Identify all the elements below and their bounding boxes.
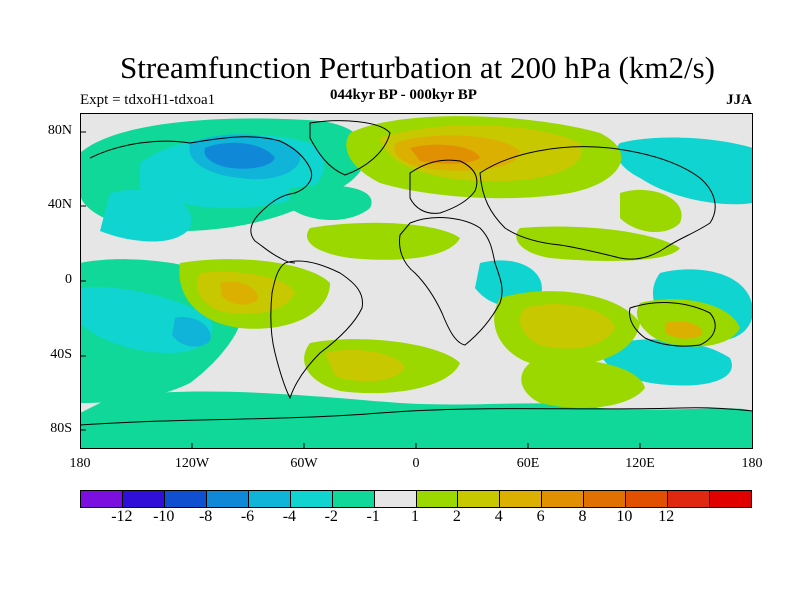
colorbar-label: 2 [452,508,461,525]
chart-subtitle: 044kyr BP - 000kyr BP [330,87,477,103]
colorbar-label: 4 [494,508,503,525]
coast-asia [479,146,716,260]
colorbar-segment [458,491,501,507]
colorbar-segment [500,491,543,507]
x-tick-120e: 120E [625,456,655,471]
colorbar-segment [710,491,751,507]
coast-africa [399,217,503,346]
colorbar-segment [668,491,711,507]
colorbar-label: 10 [616,508,633,525]
colorbar-segment [416,491,459,507]
coast-greenland [309,120,391,176]
colorbar-segment [332,491,375,507]
colorbar-segment [626,491,669,507]
anomaly-east-asia-green [620,189,682,233]
colorbar [80,490,752,508]
colorbar-label: 1 [411,508,419,525]
coast-europe [409,159,478,214]
y-tick-0: 0 [65,272,72,287]
coast-australia [629,302,716,347]
colorbar-segment [248,491,291,507]
anomaly-australia-orange [665,321,703,339]
season-label: JJA [726,92,752,108]
y-tick-80s: 80S [50,421,72,436]
y-tick-40s: 40S [50,347,72,362]
coastlines [80,120,753,426]
coast-antarctica [80,407,753,426]
colorbar-label: -6 [240,508,255,525]
anomaly-australia-cyan [600,339,732,386]
coast-south-america [270,260,364,400]
colorbar-segment [164,491,207,507]
colorbar-segment [206,491,249,507]
x-tick-60w: 60W [290,456,318,471]
anomaly-south-america-orange [220,281,259,305]
anomaly-north-pacific-east [616,137,753,205]
x-tick-0: 0 [412,456,420,471]
colorbar-segment [122,491,165,507]
colorbar-label: 8 [578,508,587,525]
colorbar-label: -4 [282,508,297,525]
colorbar-label: -2 [324,508,338,525]
anomaly-south-pacific-core [172,317,211,347]
experiment-label: Expt = tdxoH1-tdxoa1 [80,92,216,108]
x-tick-120w: 120W [174,456,210,471]
colorbar-segment [290,491,333,507]
colorbar-segment [374,491,417,507]
map-plot [80,113,753,449]
x-tick-180w: 180 [69,456,91,471]
colorbar-label: -8 [198,508,213,525]
map-border [80,113,753,449]
anomaly-scandinavia-core [410,144,480,164]
anomaly-indian-ocean-yellow [520,304,615,349]
colorbar-label: -10 [153,508,175,525]
anomaly-atlantic-green [290,185,372,221]
anomaly-canada-inner [204,142,275,169]
anomaly-atlantic-green [306,222,460,260]
colorbar-label: -1 [366,508,380,525]
colorbar-label: -12 [111,508,133,525]
anomaly-south-indian-green [521,359,645,408]
coast-north-america [89,136,313,264]
anomaly-asia-tropics-green [516,226,680,261]
anomaly-southern-atlantic-yellow [325,349,405,382]
colorbar-segment [542,491,585,507]
x-tick-60e: 60E [516,456,540,471]
contour-fields [80,116,753,449]
anomaly-north-atlantic-cyan [100,189,192,242]
chart-title: Streamfunction Perturbation at 200 hPa (… [120,50,715,85]
x-tick-180e: 180 [741,456,763,471]
y-tick-40n: 40N [47,197,72,212]
colorbar-segment [81,491,123,507]
y-tick-80n: 80N [47,123,72,138]
colorbar-label: 6 [536,508,545,525]
colorbar-segment [584,491,627,507]
colorbar-label: 12 [658,508,675,525]
